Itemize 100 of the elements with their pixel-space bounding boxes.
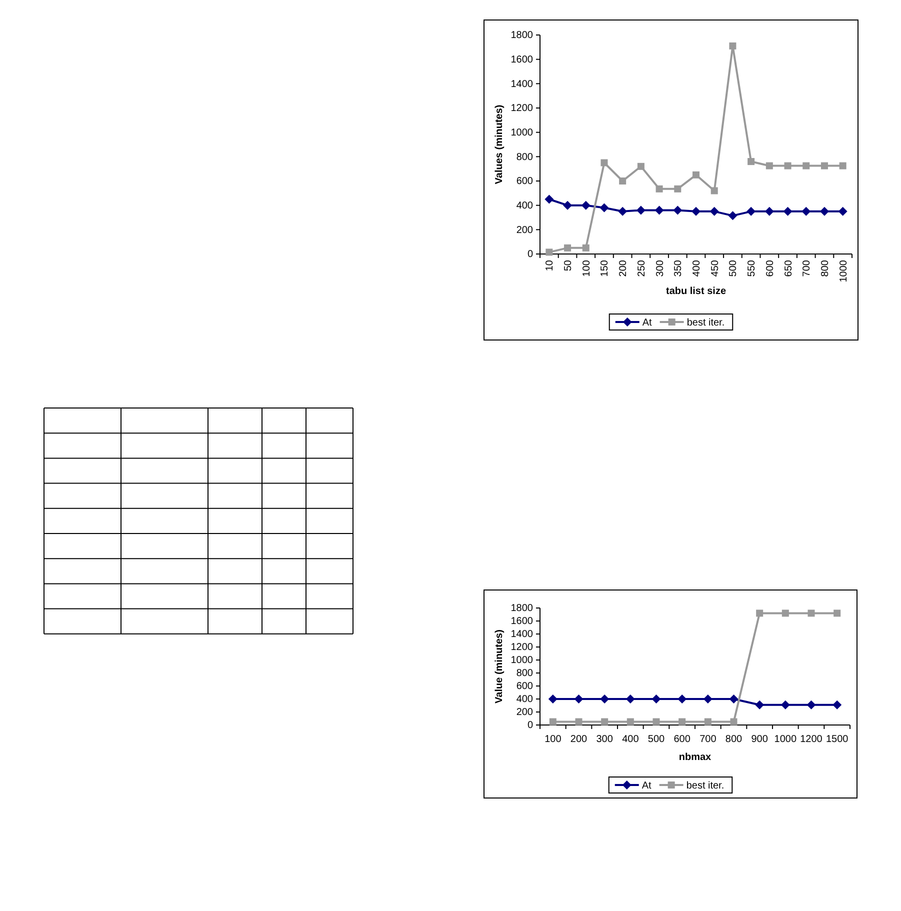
point xyxy=(546,248,553,256)
point xyxy=(784,162,792,170)
point xyxy=(710,187,718,194)
point xyxy=(564,244,572,252)
x-tick-label: 900 xyxy=(751,734,768,745)
y-tick-label: 600 xyxy=(516,681,534,692)
x-tick-label: 600 xyxy=(764,260,776,277)
point xyxy=(834,610,841,617)
x-tick-label: 1000 xyxy=(774,734,797,745)
x-tick-label: 100 xyxy=(544,734,562,745)
x-tick-label: 150 xyxy=(600,260,611,277)
legend-label: best iter. xyxy=(686,780,724,792)
y-tick-label: 800 xyxy=(516,668,534,680)
point xyxy=(548,694,558,704)
point xyxy=(636,206,646,215)
point xyxy=(600,159,608,166)
point xyxy=(783,206,792,216)
x-tick-label: 50 xyxy=(563,260,574,272)
y-tick-label: 400 xyxy=(516,694,534,706)
y-tick-label: 1800 xyxy=(510,603,534,614)
y-tick-label: 400 xyxy=(516,200,534,212)
point xyxy=(755,700,764,710)
y-tick-label: 600 xyxy=(516,176,534,188)
point xyxy=(575,718,582,726)
x-tick-label: 300 xyxy=(654,260,666,277)
x-tick-label: 1200 xyxy=(800,734,823,745)
y-tick-label: 200 xyxy=(516,224,534,236)
point xyxy=(692,206,700,216)
x-tick-label: 500 xyxy=(728,260,740,277)
y-tick-label: 1200 xyxy=(510,642,534,654)
point xyxy=(626,718,634,726)
point xyxy=(544,194,554,204)
x-axis-title: tabu list size xyxy=(666,286,726,297)
point xyxy=(838,206,848,216)
x-tick-label: 500 xyxy=(648,734,666,745)
point xyxy=(820,162,828,170)
x-tick-label: 800 xyxy=(725,734,743,745)
point xyxy=(600,203,609,212)
point xyxy=(692,171,700,178)
x-tick-label: 200 xyxy=(618,260,630,277)
x-tick-label: 100 xyxy=(581,260,592,277)
point xyxy=(574,694,584,704)
x-tick-label: 1000 xyxy=(838,260,850,282)
point xyxy=(802,206,811,216)
x-tick-label: 700 xyxy=(802,260,813,277)
point xyxy=(673,206,682,215)
y-axis-title: Value (minutes) xyxy=(494,630,505,704)
point xyxy=(728,211,738,220)
point xyxy=(839,162,846,170)
point xyxy=(581,200,590,210)
legend-label: At xyxy=(642,318,652,328)
y-tick-label: 1000 xyxy=(510,128,534,139)
x-tick-label: 300 xyxy=(596,734,614,745)
point xyxy=(563,200,572,210)
x-tick-label: 10 xyxy=(544,260,556,272)
point xyxy=(802,162,810,170)
point xyxy=(582,244,590,252)
x-tick-label: 700 xyxy=(700,734,717,745)
point xyxy=(654,206,664,215)
point xyxy=(806,700,816,710)
y-axis-title: Values (minutes) xyxy=(494,104,505,184)
point xyxy=(820,206,829,216)
y-tick-label: 1200 xyxy=(510,103,534,114)
y-tick-label: 1400 xyxy=(510,78,534,90)
legend-label: At xyxy=(642,780,652,792)
point xyxy=(729,42,736,50)
y-tick-label: 200 xyxy=(516,707,534,718)
x-tick-label: 450 xyxy=(710,260,721,277)
point xyxy=(748,158,755,166)
x-tick-label: 400 xyxy=(622,734,640,745)
point xyxy=(710,206,719,216)
x-tick-label: 200 xyxy=(570,734,588,745)
point xyxy=(746,206,756,216)
point xyxy=(764,206,774,216)
point xyxy=(601,718,608,726)
point xyxy=(729,694,738,704)
y-tick-label: 1400 xyxy=(510,629,534,640)
point xyxy=(766,162,773,170)
point xyxy=(756,610,764,617)
point xyxy=(652,718,660,726)
x-tick-label: 550 xyxy=(746,260,758,277)
point xyxy=(780,700,790,710)
point xyxy=(704,718,712,726)
point xyxy=(678,718,686,726)
point xyxy=(652,694,661,704)
x-tick-label: 1500 xyxy=(826,734,849,745)
x-tick-label: 650 xyxy=(783,260,794,277)
point xyxy=(549,718,556,726)
y-tick-label: 1600 xyxy=(510,616,534,628)
y-tick-label: 1000 xyxy=(510,655,534,666)
point xyxy=(782,610,789,617)
x-tick-label: 250 xyxy=(636,260,648,277)
point xyxy=(674,185,682,192)
x-tick-label: 600 xyxy=(674,734,691,745)
y-tick-label: 1600 xyxy=(510,54,534,66)
y-tick-label: 800 xyxy=(516,152,534,163)
point xyxy=(832,700,842,710)
point xyxy=(730,718,738,726)
x-tick-label: 800 xyxy=(820,260,831,277)
point xyxy=(637,162,644,170)
